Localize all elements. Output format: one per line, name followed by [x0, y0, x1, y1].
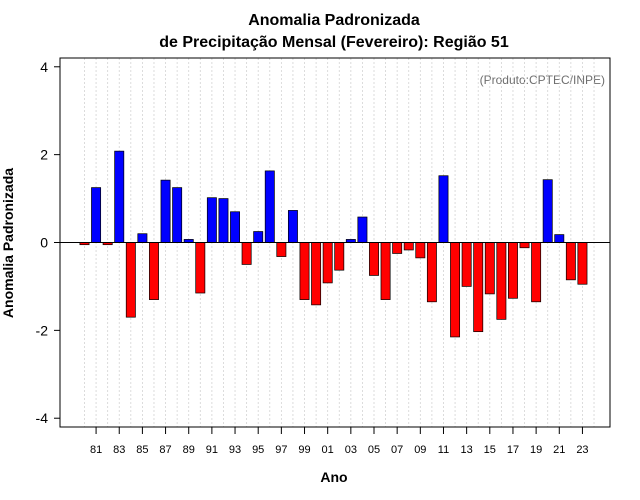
x-tick-label: 15	[484, 444, 496, 456]
x-tick-label: 09	[414, 444, 426, 456]
y-tick-label: -2	[36, 322, 49, 338]
x-tick-label: 93	[229, 444, 241, 456]
x-tick-label: 83	[113, 444, 125, 456]
bar-2014	[473, 242, 484, 333]
x-tick-label: 17	[507, 444, 519, 456]
x-tick-label: 19	[530, 444, 542, 456]
bar-1991	[206, 197, 217, 243]
y-tick-label: -4	[36, 410, 49, 426]
x-tick-label: 07	[391, 444, 403, 456]
bar-1983	[114, 150, 125, 243]
bar-2011	[438, 175, 449, 243]
bar-1985	[137, 233, 148, 243]
bars	[79, 150, 588, 338]
bar-1990	[195, 242, 206, 294]
x-tick-label: 03	[345, 444, 357, 456]
bar-1987	[160, 179, 171, 243]
bar-2002	[334, 242, 345, 271]
x-tick-label: 13	[461, 444, 473, 456]
bar-2015	[484, 242, 495, 295]
bar-1993	[230, 211, 240, 243]
y-tick-label: 2	[40, 147, 48, 163]
x-tick-label: 87	[159, 444, 171, 456]
bar-2016	[496, 242, 507, 320]
x-tick-label: 81	[90, 444, 102, 456]
bar-1984	[125, 242, 136, 318]
x-tick-label: 23	[576, 444, 588, 456]
bar-2013	[461, 242, 472, 287]
bar-1995	[253, 231, 264, 243]
bar-2018	[519, 242, 530, 249]
y-axis-ticks: -4 -2 0 2 4	[36, 59, 60, 426]
bar-2004	[357, 216, 368, 243]
chart-title: Anomalia Padronizada	[248, 12, 420, 29]
bar-1997	[276, 242, 287, 257]
bar-1981	[91, 187, 102, 243]
bar-2012	[450, 242, 461, 338]
bar-1999	[299, 242, 310, 300]
bar-1994	[241, 242, 252, 265]
bar-2007	[392, 242, 403, 254]
x-tick-label: 97	[275, 444, 287, 456]
x-tick-label: 05	[368, 444, 380, 456]
x-tick-label: 95	[252, 444, 264, 456]
bar-2000	[311, 242, 322, 306]
bar-2021	[554, 234, 565, 243]
x-tick-label: 11	[438, 444, 449, 456]
bar-1996	[264, 170, 275, 243]
x-tick-label: 89	[183, 444, 195, 456]
bar-1998	[287, 210, 298, 243]
bar-2019	[531, 242, 542, 303]
y-tick-label: 4	[40, 59, 48, 75]
y-tick-label: 0	[40, 235, 48, 251]
bar-2022	[565, 242, 576, 281]
bar-1992	[218, 198, 229, 243]
bar-2023	[577, 242, 588, 285]
x-tick-label: 01	[322, 444, 334, 456]
bar-1988	[172, 187, 183, 243]
bar-2020	[542, 179, 553, 243]
product-credit: (Produto:CPTEC/INPE)	[480, 73, 605, 87]
bar-2010	[426, 242, 437, 303]
bar-2008	[403, 242, 414, 251]
bar-2001	[322, 242, 333, 284]
y-axis-label: Anomalia Padronizada	[0, 168, 16, 318]
bar-1986	[149, 242, 159, 300]
x-tick-label: 21	[553, 444, 565, 456]
bar-2009	[415, 242, 426, 259]
x-tick-label: 85	[136, 444, 148, 456]
bar-2017	[508, 242, 518, 299]
bar-2006	[380, 242, 391, 300]
x-axis-ticks: 81 83 85 87 89 91 93 95 97 99 01 03 05 07 09 11 13 15 17 19…	[90, 427, 589, 456]
bar-2005	[369, 242, 379, 276]
chart-subtitle: de Precipitação Mensal (Fevereiro): Regi…	[159, 34, 509, 51]
x-axis-label: Ano	[320, 469, 347, 485]
x-tick-label: 91	[206, 444, 218, 456]
x-tick-label: 99	[298, 444, 310, 456]
